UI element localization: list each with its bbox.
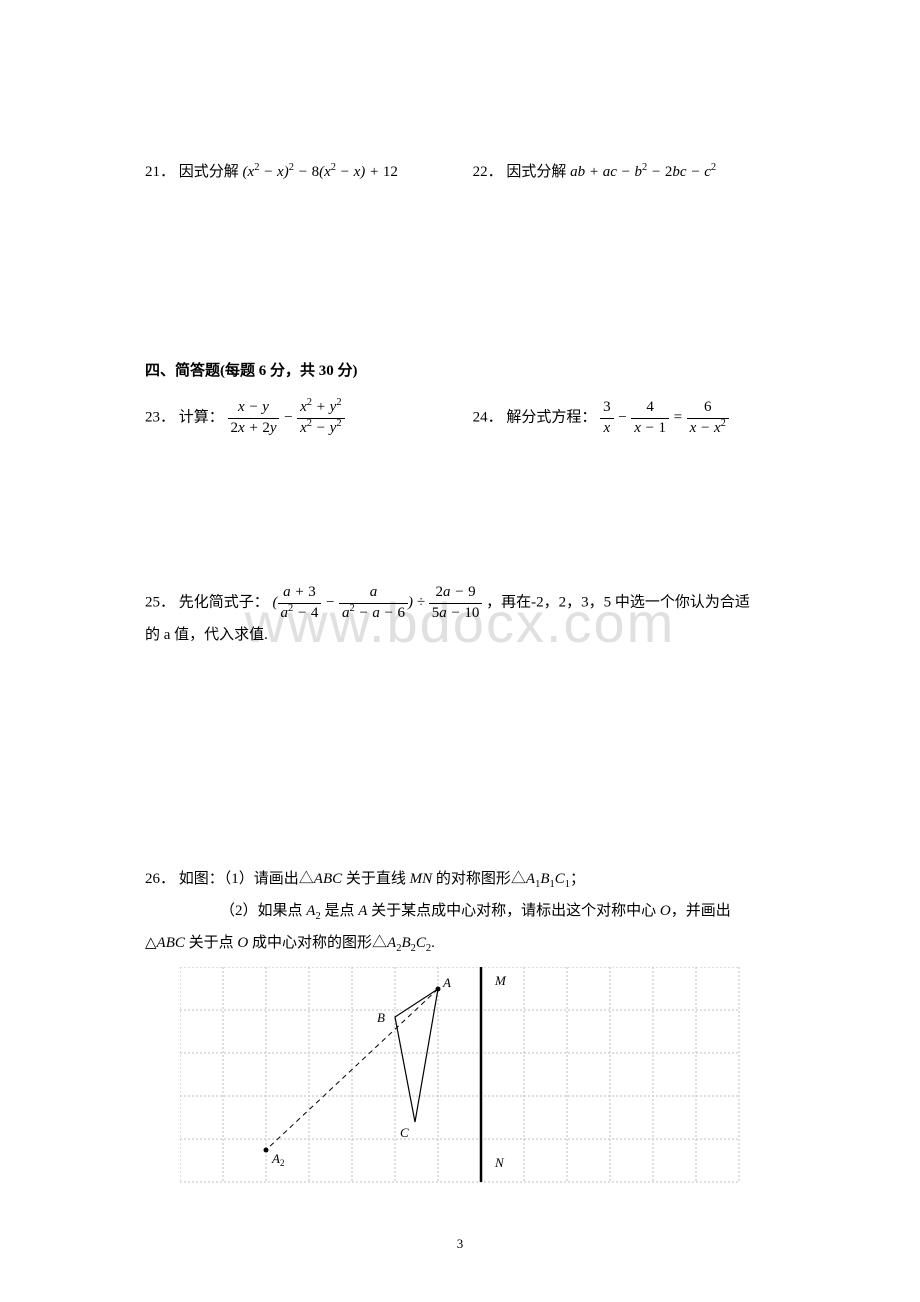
row-23-24: 23． 计算： x − y 2x + 2y − x2 + y2 x2 − y2 … xyxy=(145,398,775,438)
problem-26-text3: 的对称图形△ xyxy=(432,871,526,887)
label-a1b1c1: A1B1C1 xyxy=(526,871,570,887)
problem-24-frac2: 4 x − 1 xyxy=(631,398,669,438)
section-4-header: 四、简答题(每题 6 分，共 30 分) xyxy=(145,359,775,380)
problem-26-part2c: 关于某点成中心对称，请标出这个对称中心 xyxy=(367,903,660,919)
space-after-23-24 xyxy=(145,458,775,583)
svg-text:A2: A2 xyxy=(271,1151,284,1168)
problem-25-frac3: 2a − 9 5a − 10 xyxy=(429,583,483,623)
problem-26-part3a: △ xyxy=(145,935,157,951)
problem-23: 23． 计算： x − y 2x + 2y − x2 + y2 x2 − y2 xyxy=(145,398,460,438)
minus-op-2: − xyxy=(617,409,631,425)
problem-25: 25． 先化简式子： ( a + 3 a2 − 4 − a a2 − a − 6… xyxy=(145,583,775,623)
problem-25-frac1: a + 3 a2 − 4 xyxy=(278,583,322,623)
problem-26-part3c: 成中心对称的图形△ xyxy=(248,935,387,951)
page-content: 21． 因式分解 (x2 − x)2 − 8(x2 − x) + 12 22． … xyxy=(145,160,775,1187)
svg-text:A: A xyxy=(442,975,451,990)
row-21-22: 21． 因式分解 (x2 − x)2 − 8(x2 − x) + 12 22． … xyxy=(145,160,775,184)
label-mn: MN xyxy=(410,871,433,887)
problem-24-number: 24． xyxy=(473,409,503,425)
problem-26-text1: 如图：（1）请画出△ xyxy=(179,871,314,887)
problem-26-part2b: 是点 xyxy=(321,903,359,919)
problem-25-number: 25． xyxy=(145,594,175,610)
problem-21-expression: (x2 − x)2 − 8(x2 − x) + 12 xyxy=(243,164,398,180)
problem-24-prefix: 解分式方程： xyxy=(506,409,596,425)
problem-26-line1: 26． 如图：（1）请画出△ABC 关于直线 MN 的对称图形△A1B1C1； xyxy=(145,867,775,891)
problem-26-part2d: ，并画出 xyxy=(671,903,731,919)
problem-26-part3b: 关于点 xyxy=(185,935,238,951)
svg-text:M: M xyxy=(494,973,507,988)
problem-23-prefix: 计算： xyxy=(179,409,224,425)
problem-26-part2a: （2）如果点 xyxy=(220,903,306,919)
paren-close-div: ) ÷ xyxy=(408,594,429,610)
problem-22-prefix: 因式分解 xyxy=(506,164,566,180)
svg-text:B: B xyxy=(377,1010,385,1025)
svg-text:N: N xyxy=(494,1155,505,1170)
problem-23-number: 23． xyxy=(145,409,175,425)
problem-25-suffix2: 的 a 值，代入求值. xyxy=(145,627,268,643)
svg-text:C: C xyxy=(400,1125,409,1140)
problem-26-text2: 关于直线 xyxy=(342,871,410,887)
problem-25-suffix1: ，再在-2，2，3，5 中选一个你认为合适 xyxy=(486,594,750,610)
figure-26: A B C M N A2 xyxy=(145,967,775,1187)
problem-22-expression: ab + ac − b2 − 2bc − c2 xyxy=(570,164,716,180)
problem-25-frac2: a a2 − a − 6 xyxy=(339,583,408,623)
problem-25-prefix: 先化简式子： xyxy=(179,594,269,610)
minus-op-3: − xyxy=(325,594,339,610)
label-abc: ABC xyxy=(314,871,342,887)
problem-24-frac3: 6 x − x2 xyxy=(687,398,729,438)
period: . xyxy=(431,935,435,951)
problem-26-line2: （2）如果点 A2 是点 A 关于某点成中心对称，请标出这个对称中心 O，并画出 xyxy=(145,899,775,923)
problem-21-number: 21． xyxy=(145,164,175,180)
label-a2b2c2: A2B2C2 xyxy=(387,935,431,951)
minus-op: − xyxy=(283,409,297,425)
problem-21: 21． 因式分解 (x2 − x)2 − 8(x2 − x) + 12 xyxy=(145,160,460,184)
label-a2: A2 xyxy=(306,903,320,919)
equals-op: = xyxy=(673,409,687,425)
label-a: A xyxy=(358,903,367,919)
problem-23-frac2: x2 + y2 x2 − y2 xyxy=(297,398,344,438)
figure-svg: A B C M N A2 xyxy=(180,967,740,1187)
problem-25-line2: 的 a 值，代入求值. xyxy=(145,623,775,647)
label-o: O xyxy=(660,903,671,919)
space-after-25 xyxy=(145,647,775,772)
label-o-2: O xyxy=(237,935,248,951)
semicolon: ； xyxy=(570,871,585,887)
problem-23-frac1: x − y 2x + 2y xyxy=(228,398,280,438)
problem-21-prefix: 因式分解 xyxy=(179,164,239,180)
label-abc-2: ABC xyxy=(157,935,185,951)
problem-26-line3: △ABC 关于点 O 成中心对称的图形△A2B2C2. xyxy=(145,931,775,955)
problem-26-number: 26． xyxy=(145,871,175,887)
space-after-25b xyxy=(145,772,775,867)
page-number: 3 xyxy=(457,1236,464,1252)
problem-24-frac1: 3 x xyxy=(600,398,614,438)
problem-22-number: 22． xyxy=(473,164,503,180)
space-after-21-22 xyxy=(145,204,775,359)
problem-22: 22． 因式分解 ab + ac − b2 − 2bc − c2 xyxy=(473,160,775,184)
problem-24: 24． 解分式方程： 3 x − 4 x − 1 = 6 x − x2 xyxy=(473,398,775,438)
